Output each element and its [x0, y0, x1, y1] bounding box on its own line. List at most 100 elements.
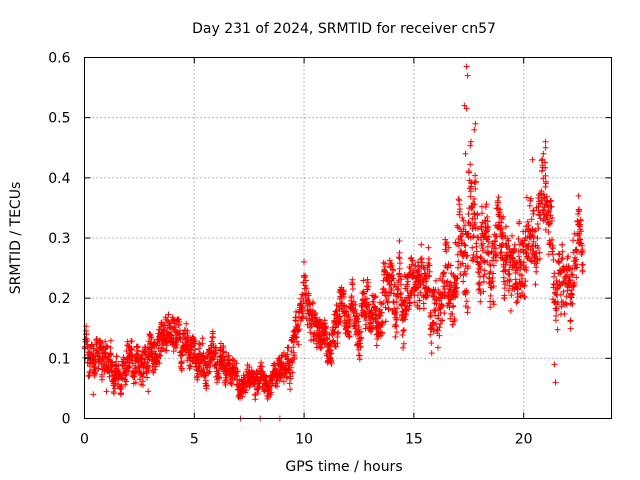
data-point — [511, 245, 518, 252]
data-point — [212, 350, 219, 357]
data-point — [570, 237, 576, 244]
data-point — [447, 262, 454, 269]
data-point — [443, 248, 450, 255]
data-point — [107, 337, 114, 344]
data-point — [438, 295, 445, 302]
data-point — [527, 257, 534, 264]
data-point — [118, 383, 125, 390]
data-point — [569, 272, 576, 279]
data-point — [469, 244, 476, 251]
data-point — [453, 284, 460, 291]
data-point — [107, 351, 113, 358]
data-point — [430, 328, 437, 335]
data-point — [308, 323, 315, 330]
data-point — [418, 241, 425, 248]
data-point — [393, 316, 400, 323]
data-point — [500, 213, 507, 220]
data-point — [522, 249, 529, 256]
data-point — [452, 239, 459, 246]
data-point — [103, 388, 110, 395]
data-point — [533, 268, 540, 275]
data-point — [449, 311, 456, 317]
data-point — [396, 249, 403, 256]
data-point — [284, 351, 291, 358]
data-point — [465, 219, 472, 226]
data-point — [465, 230, 472, 237]
data-point — [490, 283, 497, 290]
data-point — [559, 241, 566, 248]
data-point — [471, 196, 478, 202]
data-point — [476, 269, 483, 276]
y-tick-label: 0.2 — [48, 291, 70, 307]
data-point — [474, 225, 481, 232]
data-point — [433, 277, 439, 284]
data-point — [390, 267, 397, 274]
data-point — [476, 282, 483, 288]
data-point — [467, 142, 474, 149]
data-point — [393, 299, 400, 305]
data-point — [564, 287, 571, 294]
data-point — [102, 338, 109, 345]
data-point — [387, 281, 394, 288]
data-point — [107, 344, 114, 351]
data-point — [404, 288, 411, 294]
data-point — [557, 291, 564, 298]
data-point — [454, 275, 461, 281]
data-point — [357, 343, 364, 350]
data-point — [277, 375, 284, 382]
data-point — [436, 324, 443, 331]
data-point — [223, 377, 230, 384]
data-point — [466, 169, 472, 176]
data-point — [579, 242, 585, 249]
data-point — [333, 307, 340, 314]
data-point — [539, 156, 546, 163]
data-point — [467, 222, 474, 229]
data-point — [471, 210, 478, 217]
data-point — [158, 319, 165, 326]
data-point — [469, 257, 476, 264]
data-point — [388, 287, 395, 293]
data-point — [417, 289, 424, 296]
data-point — [152, 341, 159, 348]
data-point — [414, 266, 421, 273]
data-point — [542, 144, 549, 151]
data-point — [165, 319, 172, 326]
data-point — [145, 388, 152, 395]
data-point — [534, 221, 541, 227]
data-point — [455, 264, 461, 271]
data-point — [173, 342, 180, 348]
data-point — [306, 300, 313, 307]
data-point — [295, 341, 302, 348]
data-point — [156, 360, 163, 367]
data-point — [145, 367, 152, 374]
data-point — [542, 178, 549, 185]
data-point — [371, 294, 378, 301]
data-point — [519, 240, 526, 247]
data-point — [558, 256, 565, 263]
y-tick-label: 0.6 — [48, 51, 70, 67]
data-point — [222, 382, 229, 388]
data-point — [328, 350, 335, 357]
data-point — [258, 359, 264, 366]
data-point — [333, 343, 339, 350]
data-point — [173, 344, 179, 351]
data-point — [99, 376, 106, 383]
data-point — [579, 247, 586, 254]
data-point — [273, 383, 280, 390]
data-point — [421, 264, 428, 271]
data-point — [578, 228, 584, 235]
data-point — [455, 258, 462, 265]
data-point — [98, 340, 105, 347]
data-point — [456, 197, 463, 204]
data-point — [477, 259, 484, 266]
data-point — [493, 257, 499, 264]
data-point — [360, 277, 367, 284]
data-point — [549, 236, 555, 243]
data-point — [579, 268, 586, 275]
data-point — [574, 249, 580, 256]
data-point — [393, 323, 400, 330]
data-point — [505, 237, 512, 244]
data-point — [428, 340, 435, 346]
data-point — [417, 256, 424, 263]
data-point — [304, 296, 311, 302]
